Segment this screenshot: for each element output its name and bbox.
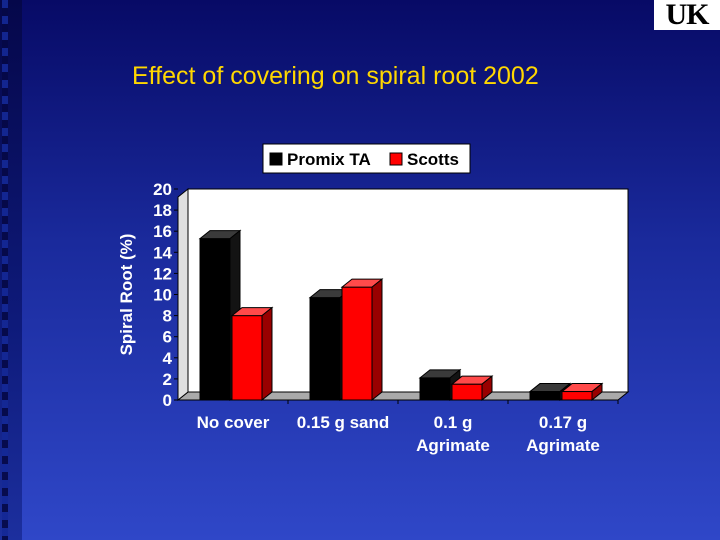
left-decorative-strip: [0, 0, 22, 540]
legend-label: Promix TA: [287, 150, 371, 169]
bar-side: [591, 382, 603, 402]
strip-pattern: [2, 0, 8, 540]
x-tick-label: 0.1 g: [434, 413, 473, 432]
bar-front: [419, 377, 451, 401]
bar-front: [451, 383, 483, 401]
y-tick-label: 10: [153, 286, 172, 305]
bar-front: [199, 238, 231, 401]
bar-front: [529, 391, 561, 401]
bar-side: [371, 278, 383, 402]
chart-labels: No cover 0.15 g sand 0.1 g Agrimate 0.17 g Ag…: [197, 413, 600, 455]
y-tick-label: 20: [153, 180, 172, 199]
chart-bars: [198, 229, 604, 402]
y-tick-label: 4: [163, 349, 173, 368]
y-tick-label: 18: [153, 201, 172, 220]
y-axis-title: Spiral Root (%): [117, 234, 136, 356]
bar-front: [561, 391, 593, 401]
chart-background: [176, 187, 630, 402]
legend-swatch: [269, 152, 283, 166]
bar-scotts-1: [340, 278, 384, 402]
y-tick-label: 2: [163, 370, 172, 389]
y-tick-label: 16: [153, 222, 172, 241]
bar-scotts-0: [230, 306, 274, 402]
chart-legend: Promix TA Scotts: [262, 143, 471, 174]
y-tick-label: 14: [153, 243, 172, 262]
legend-box: [262, 143, 471, 174]
bar-side: [261, 306, 273, 402]
x-tick-label: 0.17 g: [539, 413, 587, 432]
bar-front: [341, 286, 373, 401]
legend-label: Scotts: [407, 150, 459, 169]
bar-front: [309, 297, 341, 401]
uk-logo: UK: [654, 0, 720, 30]
y-tick-label: 12: [153, 264, 172, 283]
bar-scotts-2: [450, 375, 494, 402]
x-tick-label: 0.15 g sand: [297, 413, 390, 432]
bar-front: [231, 315, 263, 401]
bar-scotts-3: [560, 382, 604, 402]
chart-side-wall: [177, 187, 189, 402]
slide-title: Effect of covering on spiral root 2002: [132, 62, 539, 90]
chart-axes: 0 2 4 6 8 10 12 14 16 18 20 Spiral Root (%): [117, 180, 619, 410]
y-tick-label: 0: [163, 391, 172, 410]
x-tick-label: Agrimate: [526, 436, 600, 455]
y-tick-label: 6: [163, 328, 172, 347]
x-tick-label: Agrimate: [416, 436, 490, 455]
legend-swatch: [389, 152, 403, 166]
bar-side: [481, 375, 493, 402]
y-tick-label: 8: [163, 307, 172, 326]
x-tick-label: No cover: [197, 413, 270, 432]
